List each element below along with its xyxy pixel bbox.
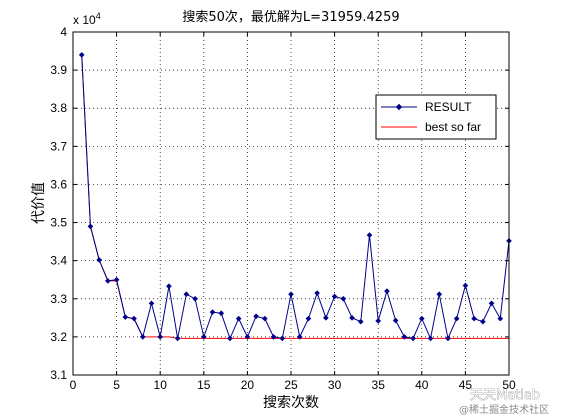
data-point-result (462, 282, 469, 289)
x-axis-title: 搜索次数 (263, 394, 319, 411)
data-point-result (410, 335, 416, 342)
data-point-result (227, 335, 233, 342)
data-point-result (488, 300, 495, 307)
data-point-result (357, 318, 364, 325)
x-tick-label: 15 (197, 378, 211, 392)
data-point-result (375, 318, 382, 324)
data-point-result (200, 334, 207, 340)
x-tick-label: 10 (154, 378, 168, 392)
data-point-result (78, 52, 85, 58)
x-tick-label: 45 (459, 378, 473, 392)
y-exponent-power: 4 (96, 11, 101, 21)
data-point-result (314, 290, 320, 296)
data-point-result (122, 314, 129, 320)
data-point-result (323, 315, 329, 321)
x-tick-label: 5 (113, 378, 120, 392)
x-tick-label: 20 (241, 378, 255, 392)
data-point-result (113, 276, 120, 283)
data-point-result (183, 291, 190, 298)
y-tick-label: 3.9 (50, 63, 67, 77)
data-point-result (174, 335, 181, 342)
y-tick-label: 3.7 (50, 139, 67, 153)
data-point-result (131, 315, 137, 322)
data-point-result (445, 335, 451, 342)
data-point-result (296, 334, 303, 340)
y-tick-label: 3.5 (50, 216, 67, 230)
data-point-result (279, 335, 286, 342)
watermark-caption: @稀土掘金技术社区 (459, 403, 549, 416)
data-point-result (192, 295, 198, 302)
data-point-result (480, 318, 486, 325)
data-point-result (96, 257, 102, 263)
data-point-result (270, 334, 277, 340)
y-axis-title: 代价值 (31, 182, 47, 224)
data-point-result (497, 315, 504, 322)
y-tick-label: 3.2 (50, 330, 67, 344)
x-tick-label: 35 (372, 378, 386, 392)
x-tick-label: 50 (502, 378, 516, 392)
data-point-result (218, 310, 225, 317)
y-tick-label: 3.3 (50, 292, 67, 306)
y-tick-label: 3.1 (50, 368, 67, 382)
data-point-result (453, 315, 460, 322)
y-tick-label: 3.6 (50, 177, 67, 191)
legend-box (375, 94, 497, 140)
data-point-result (401, 334, 408, 340)
data-point-result (166, 283, 172, 290)
y-tick-label: 4 (60, 25, 67, 39)
legend-result-label: RESULT (425, 100, 472, 114)
data-point-result (349, 315, 355, 321)
y-exponent-base: x 10 (73, 13, 96, 27)
data-point-result (148, 300, 155, 307)
data-point-result (366, 232, 373, 238)
chart-title: 搜索50次，最优解为L=31959.4259 (182, 9, 399, 25)
legend-result-marker (395, 103, 403, 111)
ticks: 0 5 10 15 20 25 30 35 40 45 50 3.1 3.2 3.3 3.4 3.5 3.6 3.… (50, 25, 516, 392)
data-point-result (305, 315, 312, 322)
legend: RESULT best so far (375, 94, 497, 140)
y-exponent-label: x 104 (73, 11, 101, 27)
watermark-logo: 天天Matlab (470, 388, 540, 403)
data-point-result (157, 334, 164, 340)
plot-area (73, 32, 509, 375)
data-point-result (392, 317, 399, 324)
series-layer (78, 52, 512, 342)
legend-best-label: best so far (425, 120, 481, 134)
data-point-result (331, 293, 338, 300)
data-point-result (244, 334, 251, 340)
x-tick-label: 30 (328, 378, 342, 392)
data-point-result (235, 315, 242, 322)
data-point-result (262, 315, 268, 322)
data-point-result (288, 291, 294, 298)
data-point-result (436, 291, 443, 298)
x-tick-label: 25 (284, 378, 298, 392)
data-point-result (139, 334, 146, 340)
data-point-result (87, 223, 94, 230)
data-point-result (340, 295, 347, 302)
data-point-result (471, 315, 477, 322)
data-point-result (384, 288, 390, 294)
data-point-result (418, 315, 425, 322)
x-tick-label: 40 (415, 378, 429, 392)
data-point-result (253, 313, 259, 320)
data-point-result (209, 309, 216, 315)
series-line-result (81, 54, 510, 341)
series-line-best-so-far (81, 54, 509, 339)
data-point-result (105, 278, 111, 284)
y-tick-label: 3.8 (50, 101, 67, 115)
data-point-result (427, 335, 434, 342)
x-tick-label: 0 (70, 378, 77, 392)
y-tick-label: 3.4 (50, 254, 67, 268)
